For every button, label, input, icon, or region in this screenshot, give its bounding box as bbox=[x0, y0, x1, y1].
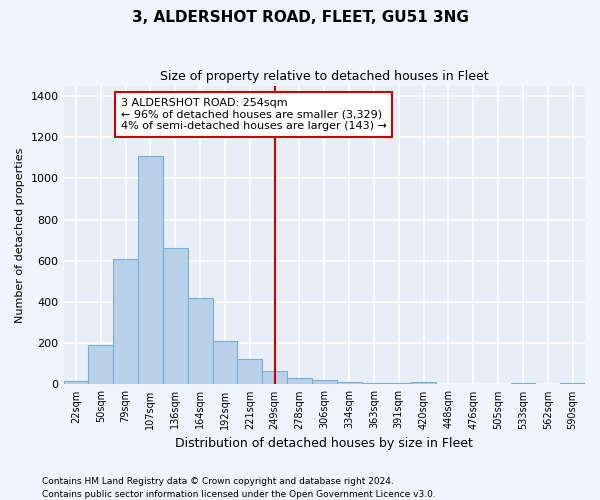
Bar bbox=[64, 382, 88, 384]
Bar bbox=[238, 358, 262, 384]
Bar bbox=[287, 378, 312, 384]
X-axis label: Distribution of detached houses by size in Fleet: Distribution of detached houses by size … bbox=[175, 437, 473, 450]
Text: 3, ALDERSHOT ROAD, FLEET, GU51 3NG: 3, ALDERSHOT ROAD, FLEET, GU51 3NG bbox=[131, 10, 469, 25]
Text: 3 ALDERSHOT ROAD: 254sqm
← 96% of detached houses are smaller (3,329)
4% of semi: 3 ALDERSHOT ROAD: 254sqm ← 96% of detach… bbox=[121, 98, 386, 131]
Bar bbox=[212, 341, 238, 384]
Bar bbox=[312, 380, 337, 384]
Bar bbox=[262, 371, 287, 384]
Bar bbox=[163, 248, 188, 384]
Bar bbox=[411, 382, 436, 384]
Title: Size of property relative to detached houses in Fleet: Size of property relative to detached ho… bbox=[160, 70, 488, 83]
Y-axis label: Number of detached properties: Number of detached properties bbox=[15, 148, 25, 322]
Text: Contains public sector information licensed under the Open Government Licence v3: Contains public sector information licen… bbox=[42, 490, 436, 499]
Bar bbox=[337, 382, 362, 384]
Bar bbox=[88, 346, 113, 385]
Bar bbox=[113, 258, 138, 384]
Bar bbox=[188, 298, 212, 384]
Bar bbox=[138, 156, 163, 384]
Text: Contains HM Land Registry data © Crown copyright and database right 2024.: Contains HM Land Registry data © Crown c… bbox=[42, 478, 394, 486]
